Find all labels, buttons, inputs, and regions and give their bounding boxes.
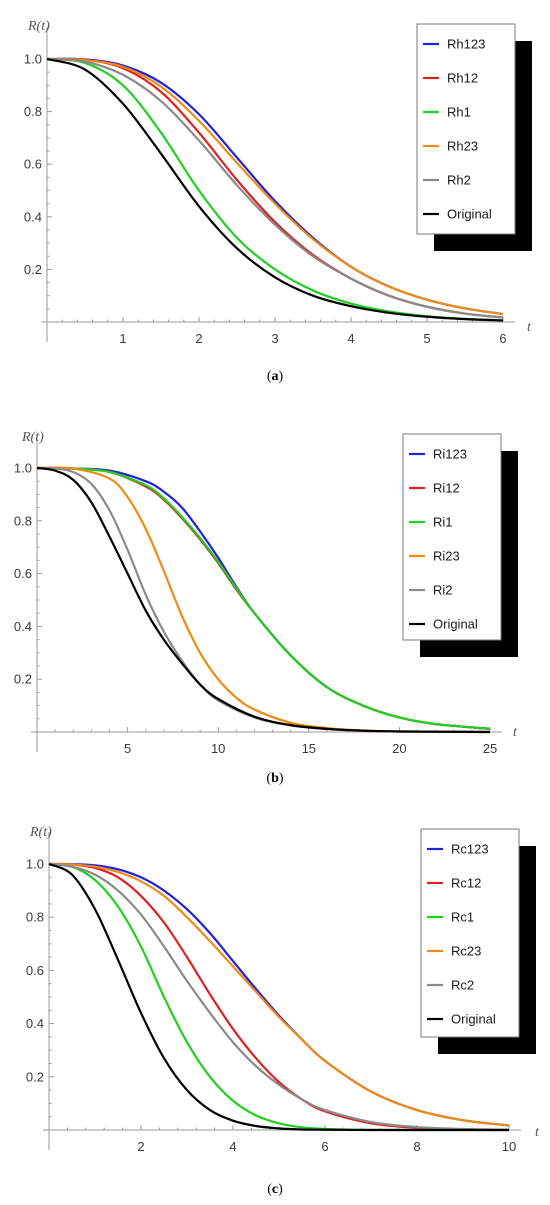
series-line-original [48,862,509,1132]
x-tick-label: 4 [229,1139,236,1154]
chart-panel-b: 5 10 15 20 250.20.40.60.81.0R(t)tRi123Ri12Ri… [14,430,518,786]
legend-label: Rh12 [447,71,478,86]
x-tick-label: 4 [347,331,354,346]
series-line-original [36,466,491,734]
legend-label: Ri2 [433,583,453,598]
panel-caption: (c) [267,1182,283,1197]
x-tick-label: 6 [321,1139,328,1154]
x-axis-label: t [527,320,532,335]
legend-label: Rh1 [447,105,471,120]
x-axis-label: t [535,1125,540,1140]
x-tick-label: 25 [483,741,497,756]
y-tick-label: 0.8 [24,104,42,119]
x-tick-label: 5 [423,331,430,346]
x-tick-label: 10 [211,741,225,756]
legend-label: Rc12 [451,876,481,891]
legend-label: Original [433,617,478,632]
legend-label: Rh123 [447,37,485,52]
legend-label: Rh2 [447,173,471,188]
y-axis-label: R(t) [29,825,52,840]
series-line-rc23 [48,862,510,1127]
legend: Rh123 Rh12 Rh1 Rh23 Rh2 Original [416,23,532,251]
chart-panel-a: 1 2 3 4 5 60.20.40.60.81.0R(t)tRh123Rh12Rh1Rh… [24,19,532,384]
y-tick-label: 0.4 [14,619,32,634]
legend-label: Original [447,207,492,222]
x-tick-label: 15 [302,741,316,756]
y-tick-label: 0.6 [26,963,44,978]
series-line-ri1 [36,466,491,730]
x-tick-label: 6 [499,331,506,346]
y-tick-label: 1.0 [14,461,32,476]
y-tick-label: 0.8 [14,513,32,528]
legend-label: Ri1 [433,515,453,530]
y-axis-label: R(t) [27,19,50,34]
y-tick-label: 0.6 [14,566,32,581]
x-axis-label: t [513,725,518,740]
legend-box [416,23,516,235]
legend-label: Rh23 [447,139,478,154]
y-axis-label: R(t) [21,430,44,445]
legend-label: Rc1 [451,910,474,925]
legend-label: Ri12 [433,481,460,496]
legend: Ri123 Ri12 Ri1 Ri23 Ri2 Original [402,433,518,657]
y-tick-label: 0.4 [24,209,42,224]
series-line-rh2 [46,57,504,319]
panel-caption: (b) [266,771,283,786]
x-tick-label: 5 [124,741,131,756]
legend-label: Original [451,1012,496,1027]
legend: Rc123 Rc12 Rc1 Rc23 Rc2 Original [420,828,536,1054]
y-tick-label: 0.2 [24,262,42,277]
chart-panel-c: 2 4 6 8 100.20.40.60.81.0R(t)tRc123Rc12Rc1Rc… [26,825,540,1197]
panel-caption: (a) [267,369,284,384]
x-tick-label: 8 [413,1139,420,1154]
legend-label: Rc123 [451,842,489,857]
y-tick-label: 0.4 [26,1016,44,1031]
y-tick-label: 0.8 [26,910,44,925]
y-tick-label: 0.6 [24,157,42,172]
x-tick-label: 2 [137,1139,144,1154]
legend-label: Ri23 [433,549,460,564]
legend-label: Rc2 [451,978,474,993]
series-line-rh23 [46,57,504,316]
legend-box [420,828,520,1038]
x-tick-label: 2 [195,331,202,346]
x-tick-label: 10 [502,1139,516,1154]
legend-label: Rc23 [451,944,481,959]
y-tick-label: 0.2 [26,1069,44,1084]
series-line-original [46,57,504,322]
y-tick-label: 1.0 [24,52,42,67]
y-tick-label: 0.2 [14,672,32,687]
legend-box [402,433,502,641]
x-tick-label: 1 [119,331,126,346]
y-tick-label: 1.0 [26,857,44,872]
series-line-rc2 [48,862,510,1131]
x-tick-label: 20 [392,741,406,756]
series-line-rc12 [48,862,510,1131]
legend-label: Ri123 [433,447,467,462]
x-tick-label: 3 [271,331,278,346]
